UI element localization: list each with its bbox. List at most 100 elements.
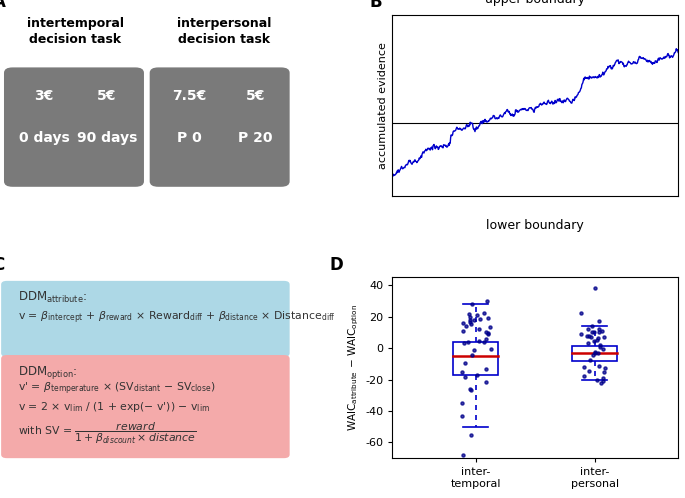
Point [460,373,471,381]
Bar [453,342,499,375]
Point [461,322,472,330]
Point [456,399,467,407]
Text: intertemporal
decision task: intertemporal decision task [27,17,124,46]
Point [589,337,600,345]
Point [480,378,491,386]
Point [579,364,590,372]
Point [473,337,484,345]
Point [588,328,599,336]
Point [460,359,471,367]
Text: interpersonal
decision task: interpersonal decision task [177,17,271,46]
Point [586,322,597,330]
Point [466,431,477,439]
Point [586,328,597,336]
Point [483,330,494,338]
Point [458,340,469,348]
Point [579,372,590,379]
Point [584,356,595,364]
Point [589,284,600,292]
Point [480,366,491,374]
Point [474,315,485,323]
FancyBboxPatch shape [1,355,290,458]
Point [458,319,469,327]
Point [468,316,479,324]
Point [458,327,469,335]
Point [469,346,480,354]
Point [594,329,605,337]
Point [480,328,491,336]
FancyBboxPatch shape [150,67,290,187]
FancyBboxPatch shape [4,67,144,187]
Point [591,336,602,344]
Text: v = 2 $\times$ v$_{\mathregular{lim}}$ / (1 + exp($-$ v')) $-$ v$_{\mathregular{: v = 2 $\times$ v$_{\mathregular{lim}}$ /… [18,400,210,414]
Point [464,384,475,392]
Point [598,376,609,384]
Point [486,345,497,353]
Text: 5€: 5€ [97,89,116,104]
Point [592,376,603,384]
Point [582,332,593,340]
Text: C: C [0,255,5,273]
Point [586,333,597,341]
Point [482,296,493,304]
Point [595,344,606,352]
Point [593,349,603,357]
Point [462,338,473,346]
Point [590,349,601,357]
Text: with SV = $\dfrac{\mathit{reward}}{1+\beta_{\mathit{discount}} \times \mathit{di: with SV = $\dfrac{\mathit{reward}}{1+\be… [18,420,197,446]
Point [456,412,467,420]
Point [479,309,490,317]
Point [467,300,478,308]
Point [458,451,469,459]
Point [593,363,604,371]
Text: 3€: 3€ [34,89,53,104]
Point [584,332,595,340]
Y-axis label: WAIC$_{\mathregular{attribute}}$ $-$ WAIC$_{\mathregular{option}}$: WAIC$_{\mathregular{attribute}}$ $-$ WAI… [347,304,361,431]
Point [483,314,494,322]
Point [576,330,587,338]
Point [464,316,475,324]
Point [482,329,493,337]
Point [478,338,489,346]
Point [595,341,606,349]
Text: D: D [329,255,343,273]
Point [464,310,475,318]
Point [587,351,598,359]
Text: DDM$_{\mathregular{attribute}}$:: DDM$_{\mathregular{attribute}}$: [18,290,88,305]
Text: 5€: 5€ [246,89,265,104]
Point [593,334,603,342]
Text: lower boundary: lower boundary [486,219,584,233]
Point [480,335,491,343]
Point [466,351,477,359]
Point [456,368,467,376]
Text: P 20: P 20 [238,131,273,145]
Point [599,365,610,373]
Text: 90 days: 90 days [77,131,137,145]
Text: 0 days: 0 days [18,131,69,145]
Text: P 0: P 0 [177,131,202,145]
Point [466,386,477,394]
Text: 7.5€: 7.5€ [173,89,207,104]
Text: DDM$_{\mathregular{option}}$:: DDM$_{\mathregular{option}}$: [18,364,77,381]
Point [596,378,607,386]
Text: B: B [370,0,382,11]
Point [464,313,475,321]
Point [465,318,476,326]
Point [473,325,484,333]
Point [593,317,604,325]
Point [582,339,593,347]
Y-axis label: accumulated evidence: accumulated evidence [378,42,388,169]
Point [598,333,609,341]
Point [594,325,605,333]
Point [465,320,476,328]
Bar [572,347,617,361]
Point [598,374,609,382]
Point [584,367,595,375]
Point [575,309,586,317]
Point [597,327,608,335]
Point [590,348,601,356]
Point [582,325,593,333]
Point [484,323,495,331]
Text: upper boundary: upper boundary [485,0,585,6]
Text: v' = $\beta_{\mathregular{temperature}}$ $\times$ (SV$_{\mathregular{distant}}$ : v' = $\beta_{\mathregular{temperature}}$… [18,380,216,397]
